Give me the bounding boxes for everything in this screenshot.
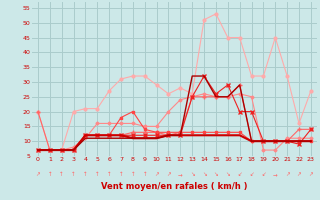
- X-axis label: Vent moyen/en rafales ( km/h ): Vent moyen/en rafales ( km/h ): [101, 182, 248, 191]
